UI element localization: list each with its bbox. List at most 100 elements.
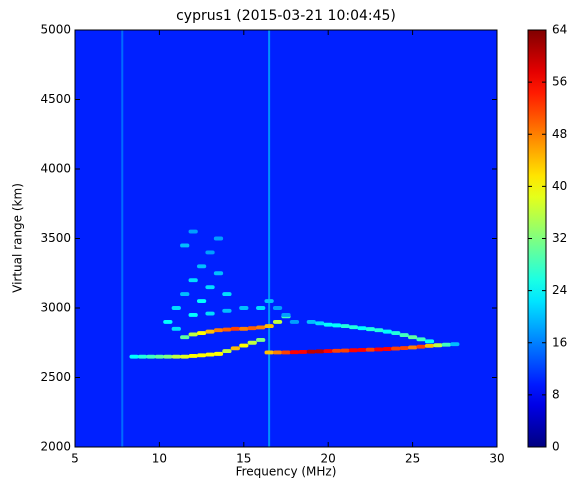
- colorbar-tick-label: 0: [552, 440, 560, 454]
- echo-cell: [382, 329, 392, 334]
- echo-cell: [340, 324, 350, 329]
- colorbar-tick-label: 64: [552, 23, 567, 37]
- echo-cell: [340, 348, 350, 353]
- echo-cell: [306, 349, 316, 354]
- echo-cell: [205, 250, 215, 255]
- echo-cell: [298, 349, 308, 354]
- echo-cell: [171, 354, 181, 359]
- plot-area: [121, 30, 460, 447]
- interference-line: [121, 30, 124, 447]
- echo-cell: [264, 324, 274, 329]
- echo-cell: [357, 348, 367, 352]
- echo-cell: [256, 325, 266, 330]
- echo-cell: [188, 229, 198, 234]
- x-tick-label: 30: [489, 452, 504, 466]
- x-axis-label: Frequency (MHz): [236, 465, 337, 479]
- echo-cell: [222, 327, 232, 332]
- colorbar-tick-label: 24: [552, 283, 567, 297]
- echo-cell: [281, 350, 291, 355]
- echo-cell: [407, 345, 418, 350]
- echo-cell: [205, 311, 215, 316]
- echo-cell: [306, 319, 316, 324]
- background: [75, 30, 497, 447]
- y-tick-label: 4000: [40, 162, 71, 176]
- colorbar-tick-label: 32: [552, 231, 567, 245]
- echo-cell: [180, 354, 190, 359]
- echo-cell: [247, 326, 257, 331]
- echo-cell: [399, 346, 409, 350]
- x-tick-label: 25: [405, 452, 420, 466]
- echo-cell: [180, 292, 190, 297]
- echo-cell: [407, 335, 418, 340]
- echo-cell: [331, 323, 342, 328]
- echo-cell: [222, 292, 232, 297]
- echo-cell: [272, 306, 283, 310]
- echo-cell: [163, 319, 173, 324]
- echo-cell: [272, 319, 283, 324]
- echo-cell: [196, 299, 207, 303]
- echo-cell: [171, 306, 181, 310]
- echo-cell: [171, 326, 181, 331]
- echo-cell: [205, 285, 215, 290]
- echo-cell: [289, 350, 300, 355]
- echo-cell: [239, 306, 249, 310]
- echo-cell: [441, 342, 452, 347]
- echo-cell: [137, 354, 148, 359]
- echo-cell: [239, 326, 249, 331]
- x-tick-label: 5: [71, 452, 79, 466]
- echo-cell: [247, 340, 257, 345]
- colorbar-tick-label: 48: [552, 127, 567, 141]
- echo-cell: [230, 326, 241, 331]
- echo-cell: [416, 344, 426, 349]
- x-tick-label: 15: [236, 452, 251, 466]
- echo-cell: [264, 299, 274, 303]
- chart-title: cyprus1 (2015-03-21 10:04:45): [176, 8, 396, 24]
- y-tick-label: 3500: [40, 231, 71, 245]
- y-tick-label: 2000: [40, 440, 71, 454]
- colorbar-tick-label: 16: [552, 335, 567, 349]
- echo-cell: [205, 352, 215, 357]
- colorbar-tick-label: 56: [552, 75, 567, 89]
- echo-cell: [289, 319, 300, 324]
- echo-cell: [281, 313, 291, 317]
- y-tick-label: 2500: [40, 370, 71, 384]
- echo-cell: [146, 354, 156, 359]
- echo-cell: [154, 354, 165, 359]
- echo-cell: [163, 354, 173, 359]
- echo-cell: [256, 306, 266, 310]
- x-tick-label: 20: [321, 452, 336, 466]
- y-tick-label: 5000: [40, 23, 71, 37]
- echo-cell: [416, 337, 426, 342]
- echo-cell: [222, 349, 232, 354]
- echo-cell: [365, 347, 376, 352]
- echo-cell: [424, 343, 435, 348]
- echo-cell: [188, 278, 198, 283]
- echo-cell: [196, 331, 207, 335]
- echo-cell: [188, 354, 198, 358]
- echo-cell: [382, 347, 392, 351]
- echo-cell: [213, 328, 224, 333]
- echo-cell: [256, 338, 266, 342]
- echo-cell: [365, 327, 376, 332]
- echo-cell: [222, 308, 232, 313]
- echo-cell: [315, 349, 325, 354]
- echo-cell: [213, 271, 224, 276]
- interference-line: [268, 30, 271, 447]
- echo-cell: [213, 236, 224, 241]
- echo-cell: [323, 322, 333, 327]
- echo-cell: [374, 328, 384, 333]
- echo-cell: [399, 333, 409, 338]
- echo-cell: [213, 351, 224, 356]
- echo-cell: [450, 342, 460, 347]
- echo-cell: [348, 325, 359, 330]
- y-tick-label: 3000: [40, 301, 71, 315]
- colorbar-tick-label: 8: [552, 387, 560, 401]
- echo-cell: [424, 339, 435, 344]
- echo-cell: [230, 346, 241, 351]
- echo-cell: [205, 329, 215, 334]
- echo-cell: [129, 354, 139, 359]
- echo-cell: [374, 347, 384, 352]
- echo-cell: [315, 321, 325, 326]
- echo-cell: [188, 332, 198, 337]
